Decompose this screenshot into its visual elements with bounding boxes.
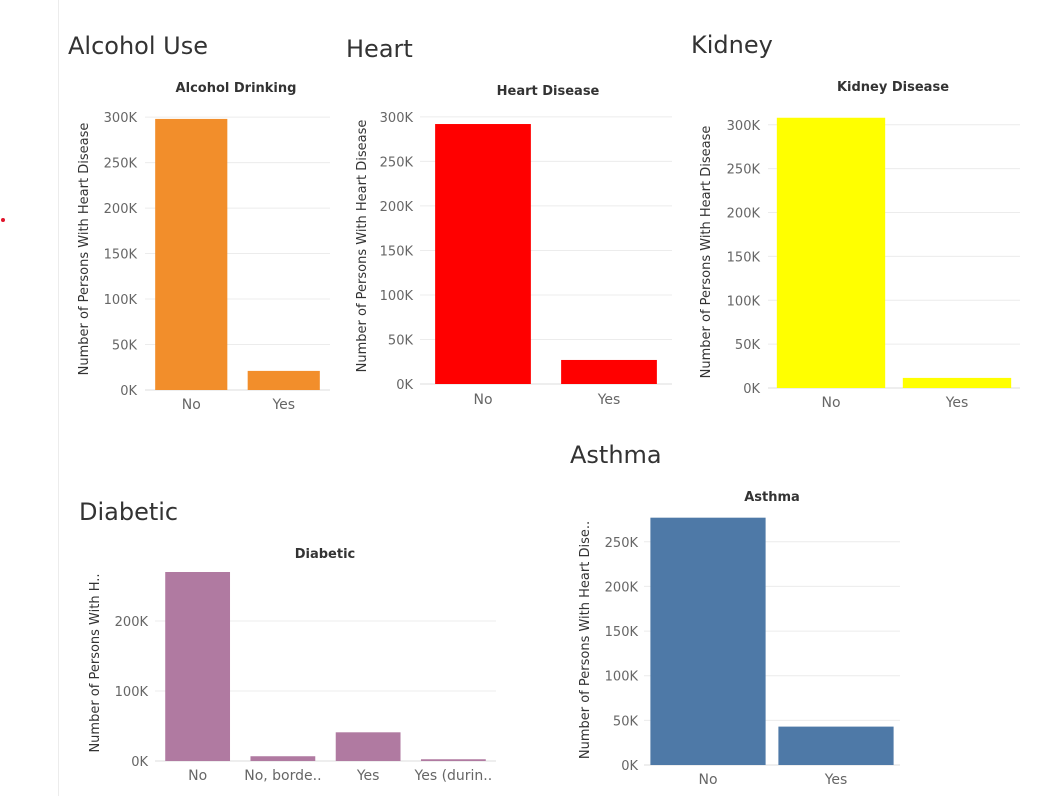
heart-x-tick-label: No [473,392,492,408]
kidney-y-tick-label: 200K [727,207,761,222]
asthma-chart-title: Asthma [744,490,800,505]
asthma-y-tick-label: 250K [605,536,639,551]
panel-title-heart: Heart [346,35,413,63]
asthma-x-tick-label: Yes [824,772,848,788]
alcohol-x-tick-label: Yes [271,397,295,413]
diabetic-x-tick-label: Yes (durin.. [414,768,493,784]
kidney-x-tick-label: No [821,395,840,411]
diabetic-y-tick-label: 200K [115,615,149,630]
alcohol-bar-0 [155,118,228,390]
asthma-x-tick-label: No [698,772,717,788]
panel-title-diabetic: Diabetic [79,498,179,526]
kidney-bar-0 [776,117,886,389]
heart-y-tick-label: 150K [380,244,414,259]
diabetic-bar-0 [165,572,231,761]
heart-bar-0 [435,124,531,384]
alcohol-y-axis-label: Number of Persons With Heart Disease [77,123,92,376]
diabetic-x-tick-label: No [188,768,207,784]
diabetic-x-tick-label: Yes [356,768,380,784]
asthma-y-axis-label: Number of Persons With Heart Dise.. [578,521,593,759]
dashboard-divider [58,0,59,796]
diabetic-y-tick-label: 100K [115,685,149,700]
diabetic-x-tick-label: No, borde.. [244,768,321,784]
diabetic-chart-title: Diabetic [295,547,356,562]
panel-title-kidney: Kidney [691,31,773,59]
kidney-bar-1 [902,377,1012,388]
alcohol-y-tick-label: 100K [104,293,138,308]
heart-y-axis-label: Number of Persons With Heart Disease [355,120,370,373]
diabetic-bar-1 [250,756,316,761]
heart-y-tick-label: 100K [380,289,414,304]
heart-y-tick-label: 50K [388,333,414,348]
heart-y-tick-label: 0K [396,378,413,393]
diabetic-bar-3 [420,759,486,761]
kidney-chart-title: Kidney Disease [837,80,949,95]
kidney-y-tick-label: 50K [735,338,761,353]
alcohol-x-tick-label: No [182,397,201,413]
heart-y-tick-label: 250K [380,155,414,170]
heart-y-tick-label: 300K [380,111,414,126]
kidney-y-tick-label: 150K [727,250,761,265]
alcohol-y-tick-label: 200K [104,202,138,217]
asthma-y-tick-label: 0K [621,759,638,774]
diabetic-y-axis-label: Number of Persons With H.. [88,573,103,752]
asthma-y-tick-label: 100K [605,670,639,685]
asthma-y-tick-label: 150K [605,625,639,640]
alcohol-y-tick-label: 250K [104,157,138,172]
alcohol-y-tick-label: 150K [104,248,138,263]
marker-dot [1,218,5,222]
asthma-y-tick-label: 200K [605,580,639,595]
kidney-y-tick-label: 300K [727,119,761,134]
asthma-bar-1 [778,726,894,765]
heart-y-tick-label: 200K [380,200,414,215]
kidney-y-tick-label: 0K [743,382,760,397]
kidney-y-tick-label: 250K [727,163,761,178]
alcohol-y-tick-label: 0K [120,384,137,399]
kidney-y-tick-label: 100K [727,294,761,309]
heart-bar-1 [561,359,657,384]
kidney-x-tick-label: Yes [945,395,969,411]
alcohol-bar-1 [247,370,320,390]
heart-x-tick-label: Yes [597,392,621,408]
panel-title-alcohol: Alcohol Use [68,32,208,60]
panel-title-asthma: Asthma [570,441,662,469]
heart-chart-title: Heart Disease [497,84,600,99]
kidney-y-axis-label: Number of Persons With Heart Disease [699,126,714,379]
asthma-y-tick-label: 50K [613,714,639,729]
diabetic-y-tick-label: 0K [131,755,148,770]
diabetic-bar-2 [335,732,401,761]
alcohol-y-tick-label: 50K [112,339,138,354]
alcohol-chart-title: Alcohol Drinking [176,81,297,96]
asthma-bar-0 [650,517,766,765]
alcohol-y-tick-label: 300K [104,111,138,126]
